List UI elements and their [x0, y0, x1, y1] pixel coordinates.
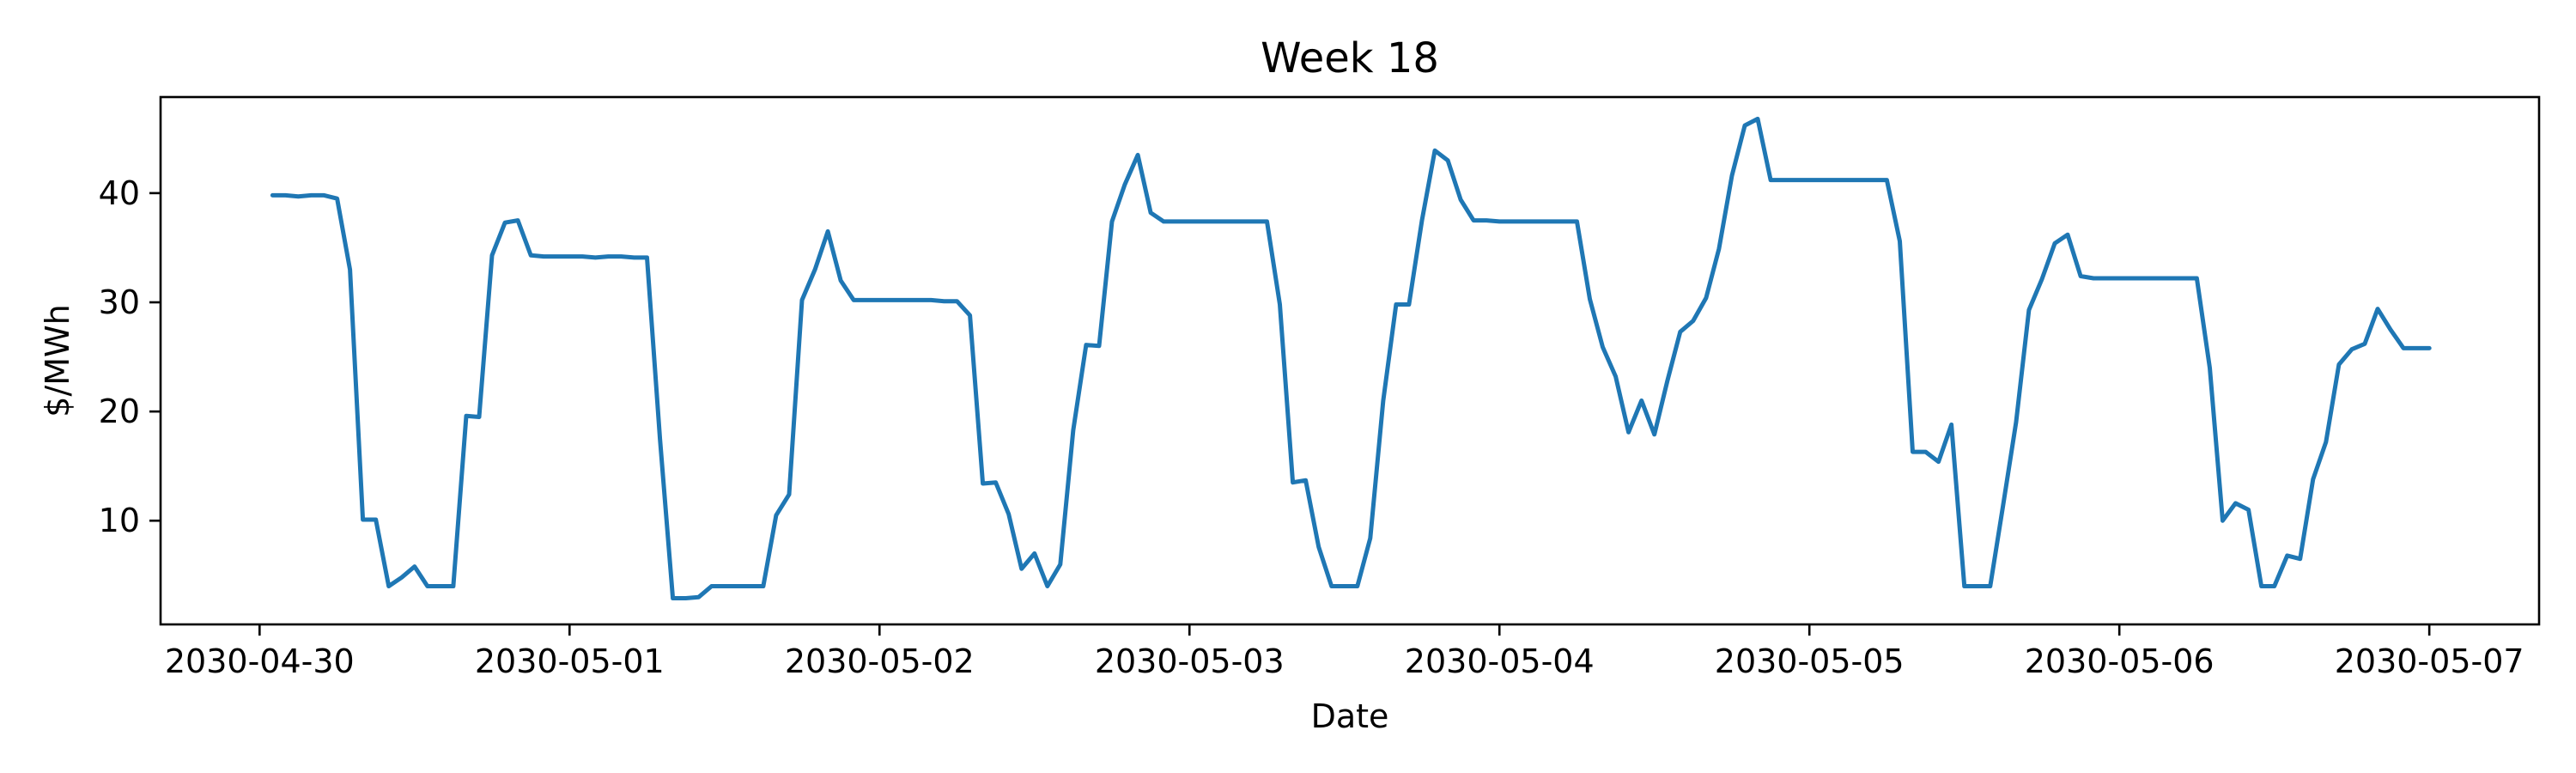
chart-title: Week 18	[1261, 34, 1439, 82]
x-axis-label: Date	[1311, 697, 1389, 735]
x-tick-label: 2030-05-01	[475, 642, 665, 680]
x-tick-label: 2030-05-04	[1405, 642, 1595, 680]
y-tick-label: 40	[99, 174, 140, 212]
y-tick-label: 30	[99, 283, 140, 321]
tick-group: 2030-04-30 2030-05-01 2030-05-02 2030-05-03…	[99, 174, 2524, 680]
series-line	[270, 116, 2432, 600]
y-tick-label: 20	[99, 393, 140, 430]
x-tick-label: 2030-05-07	[2335, 642, 2524, 680]
plot-frame	[159, 95, 2541, 626]
y-axis-label: $/MWh	[39, 304, 76, 417]
x-tick-label: 2030-05-02	[785, 642, 975, 680]
y-tick-label: 10	[99, 502, 140, 539]
x-tick-label: 2030-05-06	[2025, 642, 2215, 680]
x-tick-label: 2030-05-03	[1095, 642, 1285, 680]
x-tick-label: 2030-04-30	[165, 642, 355, 680]
x-tick-label: 2030-05-05	[1715, 642, 1905, 680]
